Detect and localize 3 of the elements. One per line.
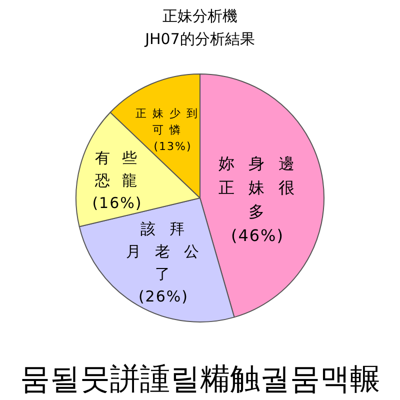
title: 正妹分析機 [162, 7, 238, 25]
annotation: 뭄될뭇誁諥릴糒触궐뭄맥輾 [20, 362, 380, 397]
subtitle: JH07的分析結果 [145, 30, 255, 48]
